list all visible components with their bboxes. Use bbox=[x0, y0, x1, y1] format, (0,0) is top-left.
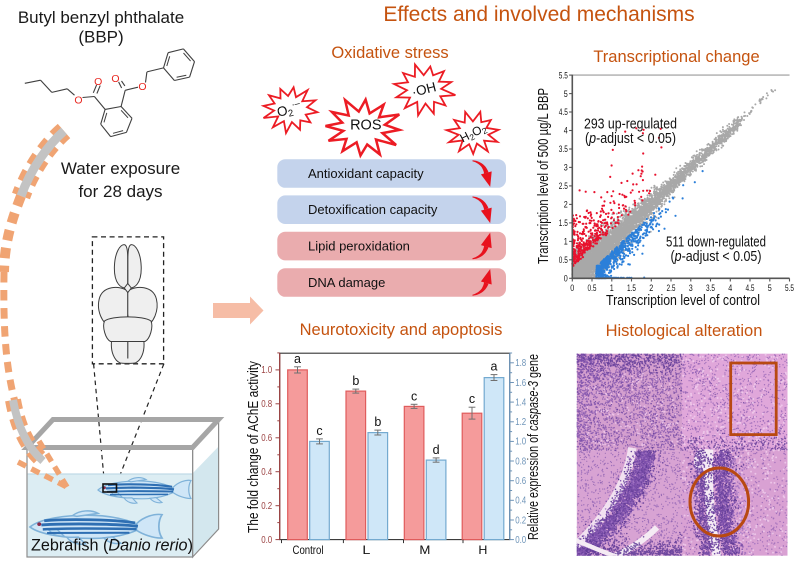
svg-text:Lipid peroxidation: Lipid peroxidation bbox=[308, 239, 410, 254]
svg-text:0.0: 0.0 bbox=[515, 535, 526, 546]
svg-text:0.6: 0.6 bbox=[515, 476, 526, 487]
svg-text:4.5: 4.5 bbox=[746, 283, 755, 294]
svg-text:0.5: 0.5 bbox=[559, 255, 568, 266]
svg-text:L: L bbox=[362, 543, 370, 557]
svg-text:O: O bbox=[138, 81, 146, 93]
svg-text:(BBP): (BBP) bbox=[78, 28, 123, 47]
svg-text:0.8: 0.8 bbox=[261, 399, 272, 410]
svg-text:c: c bbox=[411, 389, 417, 403]
svg-text:Relative expression of caspase: Relative expression of caspase-3 gene bbox=[526, 354, 542, 540]
svg-text:1.5: 1.5 bbox=[627, 283, 636, 294]
svg-text:O: O bbox=[111, 73, 119, 85]
svg-text:b: b bbox=[374, 415, 381, 429]
svg-text:Butyl benzyl phthalate: Butyl benzyl phthalate bbox=[18, 8, 184, 27]
svg-text:1.0: 1.0 bbox=[261, 365, 272, 376]
svg-text:Zebrafish (Danio rerio): Zebrafish (Danio rerio) bbox=[31, 537, 193, 555]
svg-text:511 down-regulated: 511 down-regulated bbox=[666, 235, 766, 251]
svg-text:0: 0 bbox=[564, 274, 568, 285]
svg-text:(p-adjust < 0.05): (p-adjust < 0.05) bbox=[585, 131, 676, 147]
svg-text:Oxidative stress: Oxidative stress bbox=[331, 44, 448, 62]
svg-text:2.5: 2.5 bbox=[667, 283, 676, 294]
svg-text:c: c bbox=[316, 424, 322, 438]
svg-text:1.2: 1.2 bbox=[515, 417, 526, 428]
svg-text:Transcription level of control: Transcription level of control bbox=[606, 292, 760, 309]
svg-text:1.6: 1.6 bbox=[515, 378, 526, 389]
svg-text:O: O bbox=[94, 76, 102, 88]
svg-text:c: c bbox=[469, 392, 475, 406]
svg-text:d: d bbox=[433, 443, 440, 457]
svg-text:O: O bbox=[74, 95, 82, 107]
svg-text:a: a bbox=[491, 360, 498, 374]
svg-text:Antioxidant capacity: Antioxidant capacity bbox=[308, 166, 424, 181]
svg-text:M: M bbox=[419, 543, 430, 557]
svg-text:b: b bbox=[352, 374, 359, 388]
svg-text:DNA damage: DNA damage bbox=[308, 275, 385, 290]
svg-text:1.0: 1.0 bbox=[515, 437, 526, 448]
svg-text:3.5: 3.5 bbox=[559, 144, 568, 155]
svg-text:3: 3 bbox=[564, 163, 568, 174]
svg-text:1: 1 bbox=[610, 283, 614, 294]
svg-text:5: 5 bbox=[564, 89, 568, 100]
svg-text:0.8: 0.8 bbox=[515, 456, 526, 467]
svg-text:1.4: 1.4 bbox=[515, 397, 526, 408]
svg-text:2: 2 bbox=[564, 200, 568, 211]
svg-text:Water exposure: Water exposure bbox=[61, 159, 180, 178]
svg-text:5.5: 5.5 bbox=[559, 70, 568, 81]
svg-text:H: H bbox=[478, 543, 487, 557]
svg-text:2.5: 2.5 bbox=[559, 181, 568, 192]
svg-text:0.2: 0.2 bbox=[261, 501, 272, 512]
svg-text:0.5: 0.5 bbox=[588, 283, 597, 294]
svg-text:Control: Control bbox=[293, 543, 324, 557]
svg-text:0.4: 0.4 bbox=[261, 467, 272, 478]
svg-text:Transcription level of 500 µg/: Transcription level of 500 µg/L BBP bbox=[535, 88, 552, 264]
svg-text:·OH: ·OH bbox=[410, 79, 438, 100]
svg-text:The fold change of AChE activi: The fold change of AChE activity bbox=[246, 360, 262, 533]
svg-text:Transcriptional change: Transcriptional change bbox=[593, 48, 759, 66]
svg-text:4: 4 bbox=[728, 283, 732, 294]
svg-text:0.6: 0.6 bbox=[261, 433, 272, 444]
svg-text:Detoxification capacity: Detoxification capacity bbox=[308, 202, 438, 217]
svg-text:3.5: 3.5 bbox=[706, 283, 715, 294]
svg-text:1.8: 1.8 bbox=[515, 358, 526, 369]
svg-text:1.5: 1.5 bbox=[559, 218, 568, 229]
svg-text:2: 2 bbox=[649, 283, 653, 294]
svg-text:0.4: 0.4 bbox=[515, 496, 526, 507]
svg-text:293 up-regulated: 293 up-regulated bbox=[584, 117, 677, 133]
svg-text:ROS: ROS bbox=[350, 118, 381, 134]
svg-text:Histological alteration: Histological alteration bbox=[606, 322, 763, 340]
svg-text:4: 4 bbox=[564, 126, 568, 137]
svg-text:3: 3 bbox=[689, 283, 693, 294]
svg-text:a: a bbox=[294, 352, 301, 366]
svg-text:1: 1 bbox=[564, 237, 568, 248]
svg-text:4.5: 4.5 bbox=[559, 107, 568, 118]
svg-text:5: 5 bbox=[768, 283, 772, 294]
svg-text:Effects and involved mechanism: Effects and involved mechanisms bbox=[383, 3, 694, 26]
svg-text:0.0: 0.0 bbox=[261, 535, 272, 546]
svg-text:0.2: 0.2 bbox=[515, 515, 526, 526]
svg-text:(p-adjust < 0.05): (p-adjust < 0.05) bbox=[671, 249, 762, 265]
svg-text:Neurotoxicity and apoptosis: Neurotoxicity and apoptosis bbox=[300, 321, 503, 339]
svg-text:for 28 days: for 28 days bbox=[78, 182, 162, 201]
svg-text:5.5: 5.5 bbox=[785, 283, 794, 294]
svg-text:0: 0 bbox=[570, 283, 574, 294]
